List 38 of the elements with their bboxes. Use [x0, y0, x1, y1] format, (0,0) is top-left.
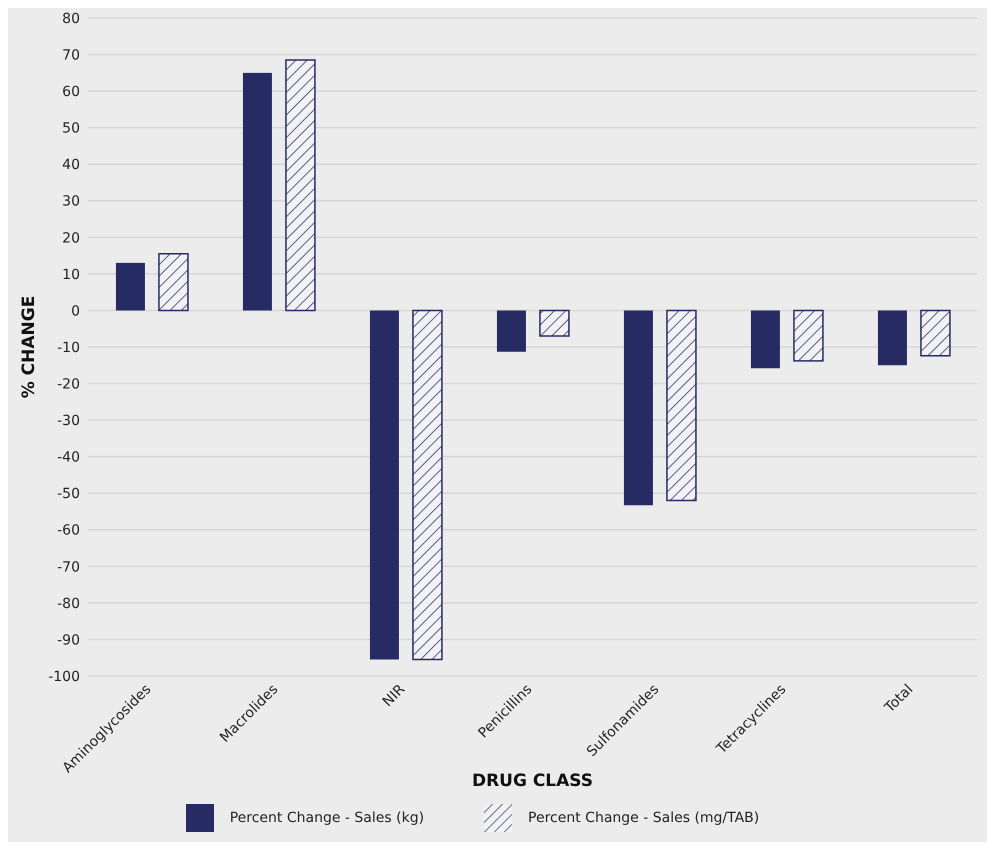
- legend-label: Percent Change - Sales (mg/TAB): [528, 810, 760, 826]
- y-tick-label: 70: [62, 48, 80, 64]
- x-tick-label: NIR: [380, 681, 409, 710]
- bar: [412, 310, 443, 660]
- bar: [285, 59, 316, 312]
- bar: [750, 310, 780, 368]
- y-tick-label: -80: [57, 596, 80, 612]
- y-tick-label: 50: [62, 120, 80, 137]
- y-tick-label: -100: [48, 668, 80, 685]
- x-axis-title: DRUG CLASS: [472, 771, 594, 791]
- bar: [666, 310, 697, 502]
- y-tick-label: -70: [57, 559, 80, 576]
- y-tick-label: 80: [62, 10, 80, 27]
- y-tick-label: 60: [62, 84, 80, 100]
- bar: [793, 310, 824, 362]
- y-tick-label: 20: [62, 230, 80, 246]
- y-tick-label: 40: [62, 157, 80, 174]
- y-axis-title: % CHANGE: [19, 296, 40, 398]
- y-tick-label: 0: [71, 303, 80, 320]
- y-tick-label: -10: [57, 340, 80, 356]
- bar: [496, 310, 526, 352]
- y-tick-label: -20: [57, 376, 80, 393]
- bar: [158, 253, 189, 312]
- bar: [539, 310, 570, 337]
- bar: [878, 310, 907, 366]
- y-tick-label: -40: [57, 450, 80, 466]
- y-tick-label: -50: [57, 486, 80, 502]
- bar: [920, 310, 951, 357]
- y-tick-label: -30: [57, 413, 80, 430]
- bar: [242, 72, 272, 310]
- bar: [624, 310, 653, 506]
- legend-label: Percent Change - Sales (kg): [230, 810, 424, 826]
- y-tick-label: 30: [62, 194, 80, 210]
- bar: [370, 310, 399, 660]
- y-tick-label: -60: [57, 522, 80, 539]
- y-tick-label: -90: [57, 632, 80, 648]
- bar: [116, 262, 145, 310]
- y-tick-label: 10: [62, 266, 80, 283]
